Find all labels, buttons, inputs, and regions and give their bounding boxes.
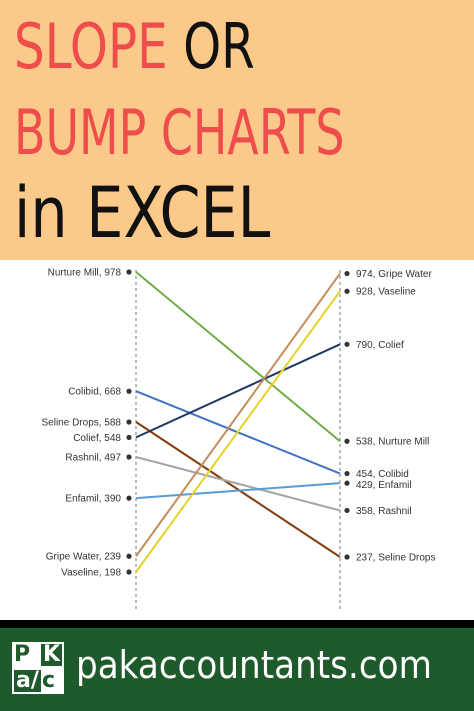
marker-left-vaseline xyxy=(126,569,132,575)
label-left-colibid: Colibid, 668 xyxy=(68,387,121,398)
marker-right-colief xyxy=(344,341,350,347)
marker-right-colibid xyxy=(344,470,350,477)
title-word-or: OR xyxy=(183,10,255,83)
label-left-rashnil: Rashnil, 497 xyxy=(65,453,121,464)
brand-logo: P K a/ c xyxy=(12,642,64,694)
series-line-colief xyxy=(135,343,341,439)
marker-right-enfamil xyxy=(344,480,350,486)
series-line-enfamil xyxy=(135,482,341,500)
label-right-gripe-water: 974, Gripe Water xyxy=(356,269,432,280)
logo-letter-p: P xyxy=(14,642,31,667)
series-layer xyxy=(135,271,341,573)
title-line-2: BUMP CHARTS xyxy=(14,96,345,169)
marker-right-gripe-water xyxy=(344,270,350,277)
label-left-colief: Colief, 548 xyxy=(73,433,121,444)
marker-right-rashnil xyxy=(344,507,350,514)
marker-left-enfamil xyxy=(126,495,132,501)
label-left-nurture-mill: Nurture Mill, 978 xyxy=(48,268,122,279)
series-line-gripe-water xyxy=(135,272,341,557)
slope-chart: Nurture Mill, 978 Colibid, 668 Seline Drop… xyxy=(42,268,436,610)
marker-left-seline-drops xyxy=(126,419,132,425)
label-right-rashnil: 358, Rashnil xyxy=(356,506,412,517)
title-word-slope: SLOPE xyxy=(14,10,168,83)
marker-layer xyxy=(126,269,350,575)
title-line-3: in EXCEL xyxy=(14,172,271,254)
series-line-rashnil xyxy=(135,456,341,512)
footer-top-stripe xyxy=(0,620,474,628)
marker-right-vaseline xyxy=(344,288,350,294)
site-url[interactable]: pakaccountants.com xyxy=(76,643,432,687)
logo-letter-a: a/ xyxy=(14,668,41,693)
marker-left-rashnil xyxy=(126,454,132,460)
label-right-colibid: 454, Colibid xyxy=(356,469,409,480)
title-banner: SLOPE OR BUMP CHARTS in EXCEL xyxy=(0,0,474,260)
marker-right-seline-drops xyxy=(344,554,350,560)
label-left-gripe-water: Gripe Water, 239 xyxy=(46,552,122,563)
marker-left-colibid xyxy=(126,388,132,394)
label-right-seline-drops: 237, Seline Drops xyxy=(356,553,436,564)
label-layer: Nurture Mill, 978 Colibid, 668 Seline Drop… xyxy=(42,268,436,579)
label-right-colief: 790, Colief xyxy=(356,340,404,351)
series-line-nurture-mill xyxy=(135,271,341,443)
marker-left-nurture-mill xyxy=(126,269,132,275)
series-line-seline-drops xyxy=(135,421,341,558)
label-left-seline-drops: Seline Drops, 588 xyxy=(42,418,122,429)
series-line-vaseline xyxy=(135,290,341,573)
logo-letter-c: c xyxy=(42,668,56,693)
label-right-nurture-mill: 538, Nurture Mill xyxy=(356,437,429,448)
label-left-enfamil: Enfamil, 390 xyxy=(65,494,121,505)
footer-bar: P K a/ c pakaccountants.com xyxy=(0,620,474,711)
label-right-enfamil: 429, Enfamil xyxy=(356,480,412,491)
label-right-vaseline: 928, Vaseline xyxy=(356,287,416,298)
marker-left-colief xyxy=(126,434,132,440)
title-line-1: SLOPE OR xyxy=(14,16,255,78)
marker-left-gripe-water xyxy=(126,553,132,559)
marker-right-nurture-mill xyxy=(344,438,350,444)
label-left-vaseline: Vaseline, 198 xyxy=(61,568,121,579)
logo-letter-k: K xyxy=(41,642,63,667)
